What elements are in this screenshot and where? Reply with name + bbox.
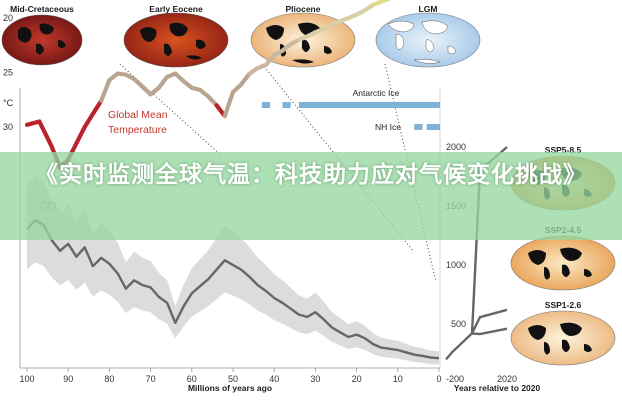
x-tick-label: 80 xyxy=(104,374,114,384)
co2-line xyxy=(26,219,440,360)
x-tick-label: 0 xyxy=(436,374,441,384)
map-early-eocene xyxy=(123,12,229,68)
x-tick-label: 40 xyxy=(269,374,279,384)
co2-uncertainty-band xyxy=(27,174,439,365)
temperature-segment xyxy=(263,52,277,68)
nh-ice-bar xyxy=(414,124,423,130)
x-tick-label: 100 xyxy=(19,374,34,384)
y-tick-label: 30 xyxy=(3,122,13,132)
x-axis-title: Millions of years ago xyxy=(188,383,272,393)
y-tick-label: 20 xyxy=(3,13,13,23)
x-tick-label: 70 xyxy=(146,374,156,384)
temperature-segment xyxy=(222,89,236,119)
x-tick-label: 90 xyxy=(63,374,73,384)
x-tick-label-future: -200 xyxy=(446,374,464,384)
co2-tick-label: 500 xyxy=(451,319,466,329)
y-tick-label: 25 xyxy=(3,68,13,78)
temperature-segment xyxy=(156,74,170,90)
x-tick-label: 60 xyxy=(187,374,197,384)
projection-ssp2-4.5 xyxy=(470,308,508,334)
co2-tick-label: 1000 xyxy=(446,260,466,270)
scenario-map-ssp1-2.6: SSP1-2.6 xyxy=(510,300,616,366)
temperature-segment xyxy=(37,119,54,149)
x-tick-label: 30 xyxy=(310,374,320,384)
map-title-early-eocene: Early Eocene xyxy=(149,4,203,14)
map-title-pliocene: Pliocene xyxy=(286,4,321,14)
temperature-series-label-line2: Temperature xyxy=(108,124,167,136)
map-title-mid-cretaceous: Mid-Cretaceous xyxy=(10,4,74,14)
temperature-segment xyxy=(90,98,104,117)
scenario-map-title: SSP5-8.5 xyxy=(545,145,582,155)
antarctic-ice-bar xyxy=(282,102,291,108)
map-title-lgm: LGM xyxy=(419,4,438,14)
temperature-series-label-line1: Global Mean xyxy=(108,109,168,121)
antarctic-ice-label: Antarctic Ice xyxy=(353,88,400,98)
temperature-segment xyxy=(74,124,87,146)
headline-text: 《实时监测全球气温：科技助力应对气候变化挑战》 xyxy=(35,162,587,188)
x-tick-label: 50 xyxy=(228,374,238,384)
temperature-segment xyxy=(24,119,42,127)
projection-ssp1-2.6 xyxy=(471,327,508,336)
nh-ice-label: NH Ice xyxy=(375,122,401,132)
x-tick-label: 10 xyxy=(393,374,403,384)
map-mid-cretaceous xyxy=(1,14,83,66)
temperature-segment xyxy=(239,71,252,87)
connector-early-eocene xyxy=(119,63,225,159)
co2-recent-line xyxy=(445,332,473,361)
co2-tick-label: 2000 xyxy=(446,142,466,152)
antarctic-ice-bar xyxy=(261,102,271,108)
x-tick-label: 20 xyxy=(352,374,362,384)
nh-ice-bar xyxy=(426,124,440,130)
headline-banner xyxy=(0,152,622,240)
x-tick-label-future: 2020 xyxy=(497,374,517,384)
temperature-segment xyxy=(379,0,391,4)
temperature-segment xyxy=(99,77,112,103)
scenario-map-title: SSP1-2.6 xyxy=(545,300,582,310)
temperature-segment xyxy=(82,111,96,130)
y-unit-label: °C xyxy=(3,98,14,108)
x-axis-title-future: Years relative to 2020 xyxy=(454,383,541,393)
map-lgm xyxy=(375,12,481,68)
antarctic-ice-bar xyxy=(298,102,440,108)
